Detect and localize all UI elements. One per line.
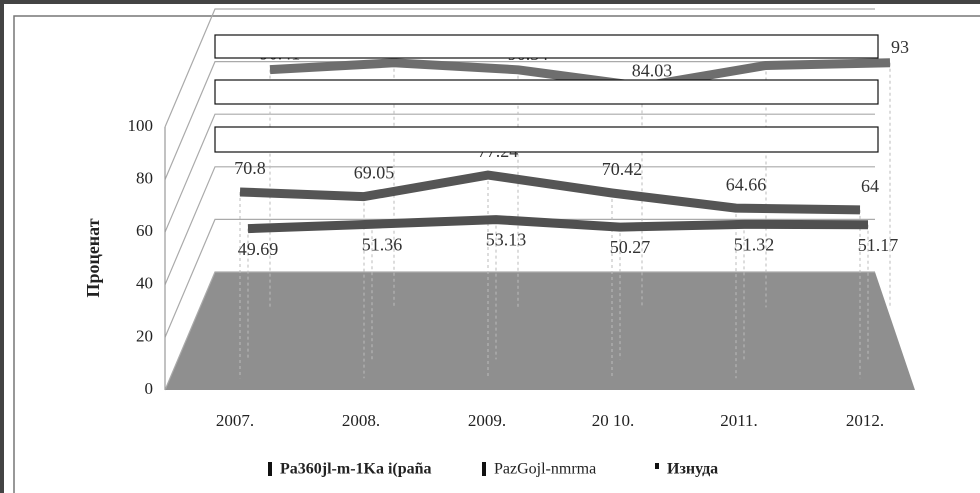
data-label: 84.03: [632, 61, 673, 81]
plot: 0 20 40 60 80 100 2007. 2008. 2009. 20 10. 2011. 20…: [128, 8, 915, 478]
grid-line: [164, 8, 875, 128]
legend-label: Pa360jl-m-1Ka i(paña: [280, 461, 432, 478]
frame-inner: [13, 15, 980, 493]
data-label: 64: [861, 176, 879, 196]
legend-label: Изнуда: [667, 461, 718, 478]
legend-marker: [655, 463, 659, 469]
x-tick-label: 2007.: [216, 411, 254, 430]
data-label: 64.66: [726, 174, 767, 194]
y-tick-label: 100: [128, 116, 154, 135]
x-tick-label: 2008.: [342, 411, 380, 430]
overlay-box: [214, 126, 879, 153]
series-line: [247, 215, 869, 234]
grid-line: [164, 271, 875, 391]
legend-marker: [268, 462, 272, 476]
grid-line: [164, 60, 875, 180]
y-tick-label: 20: [136, 326, 153, 345]
data-label: 51.17: [858, 235, 899, 255]
x-tick-label: 2012.: [846, 411, 884, 430]
data-label: 70.8: [234, 158, 266, 178]
data-label: 53.13: [486, 230, 527, 250]
data-label: 51.32: [734, 234, 775, 254]
grid-line: [164, 113, 875, 233]
overlay-box: [214, 34, 879, 59]
data-label: 69.05: [354, 163, 395, 183]
y-tick-label: 60: [136, 221, 153, 240]
grid-line: [164, 218, 875, 338]
legend-label: PazGojl-nmrma: [494, 461, 596, 478]
overlay-box: [214, 79, 879, 105]
data-label: 49.69: [238, 239, 279, 259]
y-tick-label: 80: [136, 169, 153, 188]
x-tick-label: 2009.: [468, 411, 506, 430]
data-label: 93: [891, 37, 909, 57]
grid-line: [164, 166, 875, 286]
data-label: 50.27: [610, 237, 651, 257]
x-tick-label: 20 10.: [592, 411, 635, 430]
x-tick-label: 2011.: [720, 411, 758, 430]
y-tick-label: 0: [145, 379, 154, 398]
floor: [165, 272, 915, 390]
series-line: [239, 170, 861, 215]
data-label: 70.42: [602, 159, 643, 179]
legend-marker: [482, 462, 486, 476]
data-label: 51.36: [362, 234, 403, 254]
y-tick-label: 40: [136, 274, 153, 293]
series-line: [269, 58, 891, 91]
y-axis-label: Проценат: [83, 218, 103, 297]
